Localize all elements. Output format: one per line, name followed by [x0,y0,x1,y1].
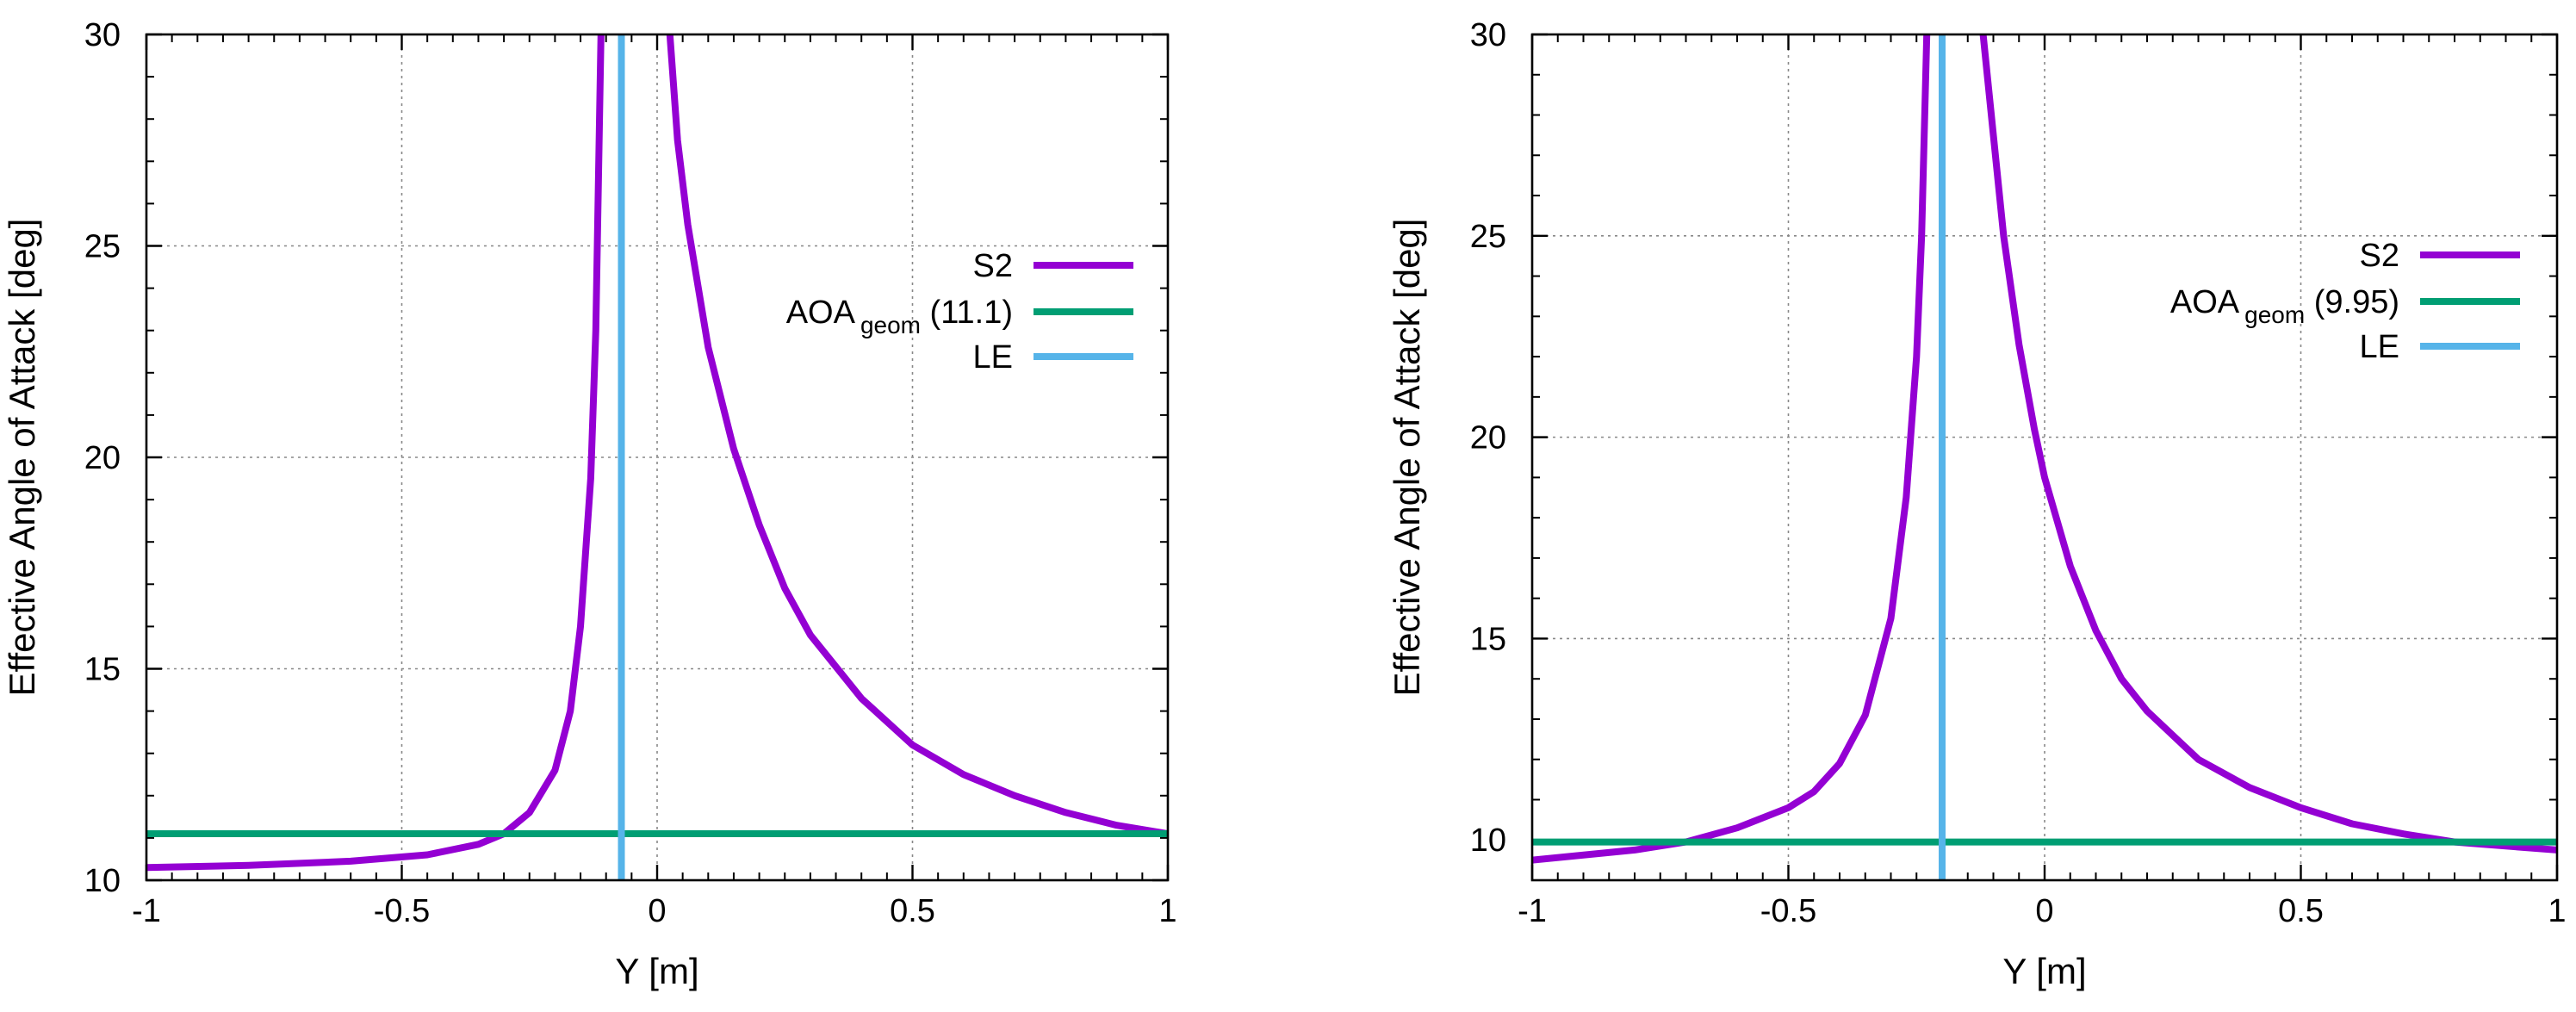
y-tick-label: 30 [84,17,121,53]
x-axis-title: Y [m] [615,951,698,991]
x-tick-label: -1 [132,893,161,929]
x-tick-label: 1 [2548,893,2566,929]
x-tick-label: 0 [648,893,666,929]
legend-label-s2: S2 [973,248,1013,284]
y-tick-label: 10 [84,863,121,899]
x-axis-title: Y [m] [2002,951,2086,991]
y-tick-label: 10 [1470,823,1506,859]
series-line-s2-part-1 [1532,34,1931,864]
x-tick-label: 0.5 [890,893,935,929]
panel-2: -1 -0.5 0 0.5 1 10 15 20 25 30 Y [m] Effective Angl… [1387,17,2567,991]
plot-frame [1530,33,2559,882]
x-tick-label: -0.5 [1760,893,1816,929]
panel-1: -1 -0.5 0 0.5 1 10 15 20 25 30 Y [m] Effective Angl… [2,17,1177,991]
x-tick-label: 0.5 [2278,893,2324,929]
y-tick-label: 20 [84,440,121,476]
legend-label-aoa: AOA geom (9.95) [2170,284,2399,328]
y-tick-label: 25 [84,229,121,265]
y-axis-title: Effective Angle of Attack [deg] [2,219,42,697]
legend-label-aoa: AOA geom (11.1) [786,295,1013,338]
y-tick-label: 15 [84,652,121,688]
plot-frame [145,33,1170,882]
series-line-s2-part-2 [1979,34,2557,854]
x-tick-label: 1 [1158,893,1176,929]
x-tick-label: 0 [2035,893,2053,929]
y-tick-label: 30 [1470,17,1506,53]
x-tick-label: -0.5 [374,893,430,929]
y-tick-label: 25 [1470,219,1506,255]
legend-label-le: LE [973,339,1013,376]
series-line-s2-part-2 [666,34,1168,837]
x-tick-label: -1 [1518,893,1547,929]
series-line-s2-part-1 [146,34,605,872]
y-tick-label: 20 [1470,420,1506,456]
legend-label-le: LE [2360,329,2399,365]
y-axis-title: Effective Angle of Attack [deg] [1387,219,1427,697]
legend-label-s2: S2 [2360,238,2399,274]
y-tick-label: 15 [1470,621,1506,657]
